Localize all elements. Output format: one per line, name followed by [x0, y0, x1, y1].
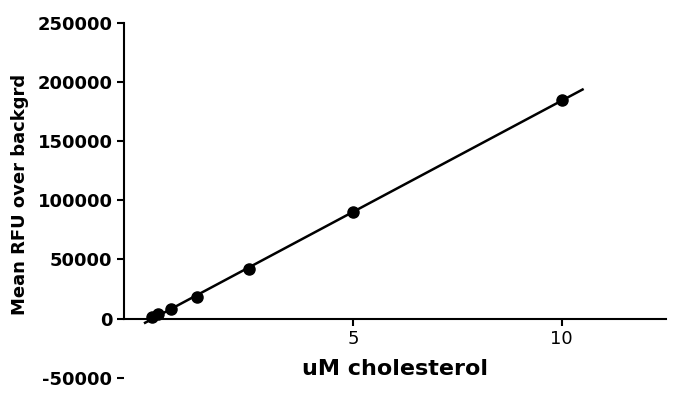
Point	[244, 266, 255, 272]
Point	[192, 294, 202, 300]
Point	[146, 314, 157, 320]
Point	[556, 96, 567, 103]
X-axis label: uM cholesterol: uM cholesterol	[302, 360, 488, 380]
Point	[348, 209, 359, 215]
Point	[166, 306, 177, 312]
Y-axis label: Mean RFU over backgrd: Mean RFU over backgrd	[11, 74, 29, 315]
Point	[153, 311, 164, 318]
